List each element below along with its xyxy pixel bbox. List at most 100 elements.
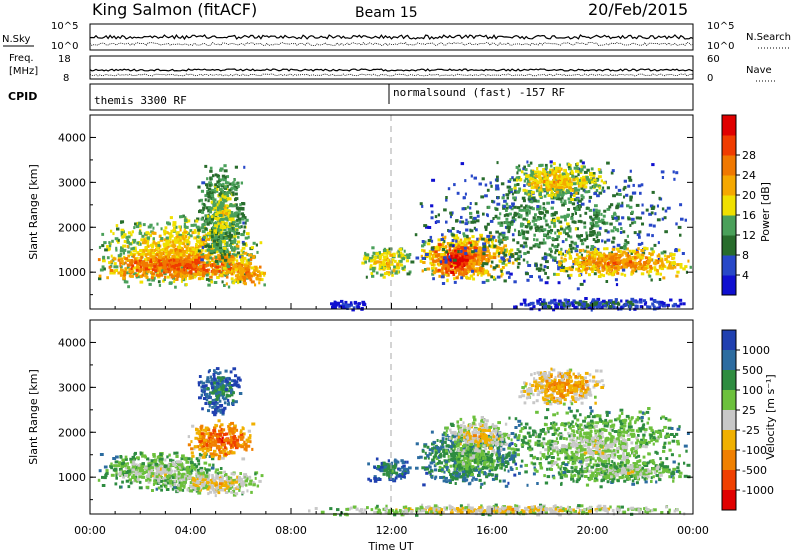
power-cell — [187, 256, 191, 259]
power-cell — [164, 260, 167, 264]
power-cell — [152, 237, 155, 241]
power-cell — [664, 230, 668, 234]
power-cell — [600, 212, 603, 216]
power-cell — [579, 282, 584, 286]
power-cell — [503, 248, 507, 252]
power-cell — [462, 261, 467, 265]
power-cell — [546, 253, 551, 257]
power-cell — [133, 226, 136, 230]
power-cell — [487, 205, 491, 209]
power-cell — [567, 163, 571, 167]
power-cell — [222, 247, 227, 250]
power-cell — [561, 186, 565, 189]
power-cell — [234, 192, 238, 196]
power-cell — [256, 250, 259, 254]
power-cell — [464, 179, 467, 183]
power-cell — [525, 213, 529, 217]
power-cell — [569, 235, 573, 239]
power-cell — [608, 254, 611, 258]
power-cell — [130, 274, 134, 278]
power-cell — [494, 239, 498, 243]
power-cell — [653, 268, 657, 272]
power-cell — [464, 222, 469, 226]
power-cell — [204, 194, 208, 198]
power-cell — [166, 243, 170, 246]
power-cell — [493, 244, 497, 248]
power-cell — [116, 240, 120, 244]
power-cell — [557, 174, 561, 178]
power-cell — [509, 178, 512, 182]
power-cell — [564, 267, 568, 270]
power-cell — [218, 247, 223, 251]
power-cell — [509, 222, 514, 226]
power-cell — [509, 272, 513, 276]
power-cell — [548, 182, 553, 186]
power-cell — [579, 273, 583, 277]
power-cell — [505, 202, 509, 206]
power-cell — [594, 301, 599, 305]
power-cell — [630, 262, 634, 266]
power-cell — [469, 228, 472, 232]
power-cell — [485, 259, 488, 263]
power-cell — [240, 233, 244, 236]
power-cell — [624, 251, 628, 255]
power-cell — [176, 277, 179, 281]
power-cell — [134, 222, 137, 226]
power-cell — [652, 205, 656, 209]
power-cell — [659, 259, 664, 263]
power-cell — [619, 204, 624, 208]
power-cell — [618, 193, 622, 196]
power-cell — [226, 234, 230, 238]
power-cell — [200, 198, 203, 202]
power-cell — [117, 238, 120, 242]
power-cell — [174, 240, 178, 244]
power-cell — [541, 241, 545, 245]
power-cell — [165, 260, 169, 264]
power-cell — [146, 266, 151, 270]
power-cell — [528, 174, 531, 178]
power-cell — [183, 219, 188, 222]
power-cell — [225, 221, 228, 225]
power-cell — [588, 262, 593, 266]
power-cell — [527, 221, 531, 225]
power-cell — [204, 214, 209, 218]
power-cell — [391, 258, 395, 262]
power-cell — [463, 246, 467, 250]
power-cell — [460, 249, 463, 253]
power-cell — [440, 270, 444, 274]
power-cell — [383, 256, 388, 260]
power-cell — [574, 227, 578, 231]
power-cell — [505, 206, 509, 210]
power-cell — [152, 263, 156, 267]
power-cell — [546, 188, 551, 191]
power-cell — [675, 171, 679, 175]
power-cell — [466, 250, 469, 254]
power-cell — [149, 223, 153, 227]
power-cell — [565, 232, 569, 236]
power-cell — [505, 217, 509, 221]
power-cell — [174, 278, 178, 281]
power-cell — [162, 262, 167, 266]
power-cell — [200, 242, 203, 246]
power-cell — [210, 183, 213, 187]
power-cell — [189, 229, 193, 233]
power-cell — [581, 268, 586, 272]
power-cell — [597, 175, 602, 179]
power-cell — [558, 250, 562, 254]
power-cell — [431, 246, 435, 250]
power-cell — [139, 259, 143, 263]
power-cell — [197, 231, 200, 235]
power-cell — [220, 262, 224, 266]
power-cell — [441, 233, 444, 237]
power-cell — [219, 241, 223, 245]
power-cell — [586, 250, 590, 254]
power-cell — [622, 304, 625, 308]
power-cell — [495, 249, 500, 253]
power-cell — [513, 186, 517, 190]
power-cell — [172, 223, 177, 227]
power-cell — [129, 263, 133, 267]
power-cell — [341, 302, 344, 306]
power-cell — [431, 257, 435, 261]
power-cell — [488, 238, 492, 242]
power-cell — [616, 271, 620, 275]
